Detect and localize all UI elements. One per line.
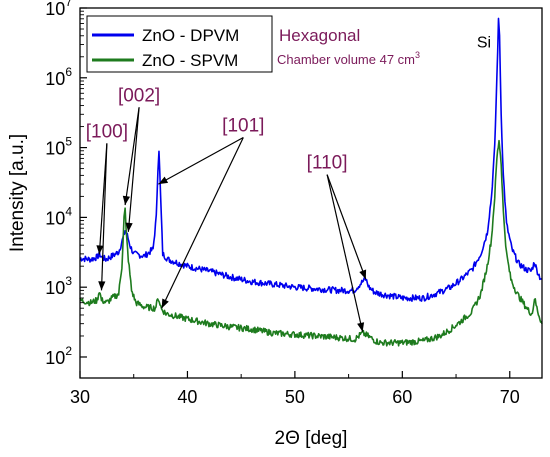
legend-box: [86, 15, 273, 73]
plot-frame: [79, 7, 543, 379]
phase-note: Hexagonal: [279, 26, 360, 45]
annotation-arrow-head: [357, 322, 365, 332]
y-tick-label: 107: [45, 0, 72, 19]
chamber-note: Chamber volume 47 cm3: [277, 50, 420, 67]
annotation-label: Si: [477, 35, 491, 52]
annotation-arrow-line: [161, 137, 244, 309]
annotation-arrow-head: [359, 269, 367, 280]
annotation-label: [110]: [307, 153, 348, 174]
annotation-label: [002]: [118, 85, 160, 106]
x-tick-label: 70: [500, 387, 520, 407]
x-axis-title: 2Θ [deg]: [275, 428, 348, 449]
annotation-arrow-head: [161, 298, 169, 309]
annotation-arrow-line: [158, 136, 244, 185]
annotation-label: [100]: [86, 121, 128, 142]
y-tick-label: 105: [45, 135, 72, 159]
ticks-layer: 30 40 50 60 70 102 103 104 105 106 107: [45, 0, 520, 407]
series-line-1: [79, 139, 543, 347]
annotation-arrow-head: [98, 281, 106, 291]
series-layer: [79, 17, 543, 347]
y-tick-label: 103: [45, 274, 72, 298]
annotation-arrow-line: [124, 107, 140, 206]
chamber-note-text: Chamber volume 47 cm: [277, 52, 415, 67]
annotation-arrow-head: [158, 176, 169, 185]
annotation-arrow-head: [96, 245, 104, 255]
series-line-0: [79, 17, 543, 302]
annotation-arrow-head: [122, 195, 130, 206]
y-tick-label: 106: [45, 65, 72, 89]
legend-label-spvm: ZnO - SPVM: [142, 51, 238, 70]
annotation-label: [101]: [222, 116, 264, 137]
x-tick-label: 40: [177, 387, 197, 407]
legend: ZnO - DPVM ZnO - SPVM: [86, 15, 273, 73]
annotation-labels: [100] [002] [101] [110] Si: [86, 35, 491, 174]
x-tick-label: 50: [285, 387, 305, 407]
annotation-arrows: [96, 107, 367, 332]
annotation-arrow-line: [127, 107, 140, 232]
chamber-note-exp: 3: [415, 50, 420, 60]
annotation-arrow-head: [125, 222, 133, 232]
y-axis-title: Intensity [a.u.]: [7, 134, 28, 252]
annotation-arrow-line: [100, 143, 108, 291]
annotation-arrow-line: [326, 174, 367, 280]
y-tick-label: 102: [45, 344, 72, 368]
annotation-arrow-line: [326, 174, 364, 332]
legend-label-dpvm: ZnO - DPVM: [142, 26, 239, 45]
x-tick-label: 60: [392, 387, 412, 407]
y-tick-label: 104: [45, 204, 72, 228]
x-tick-label: 30: [70, 387, 90, 407]
